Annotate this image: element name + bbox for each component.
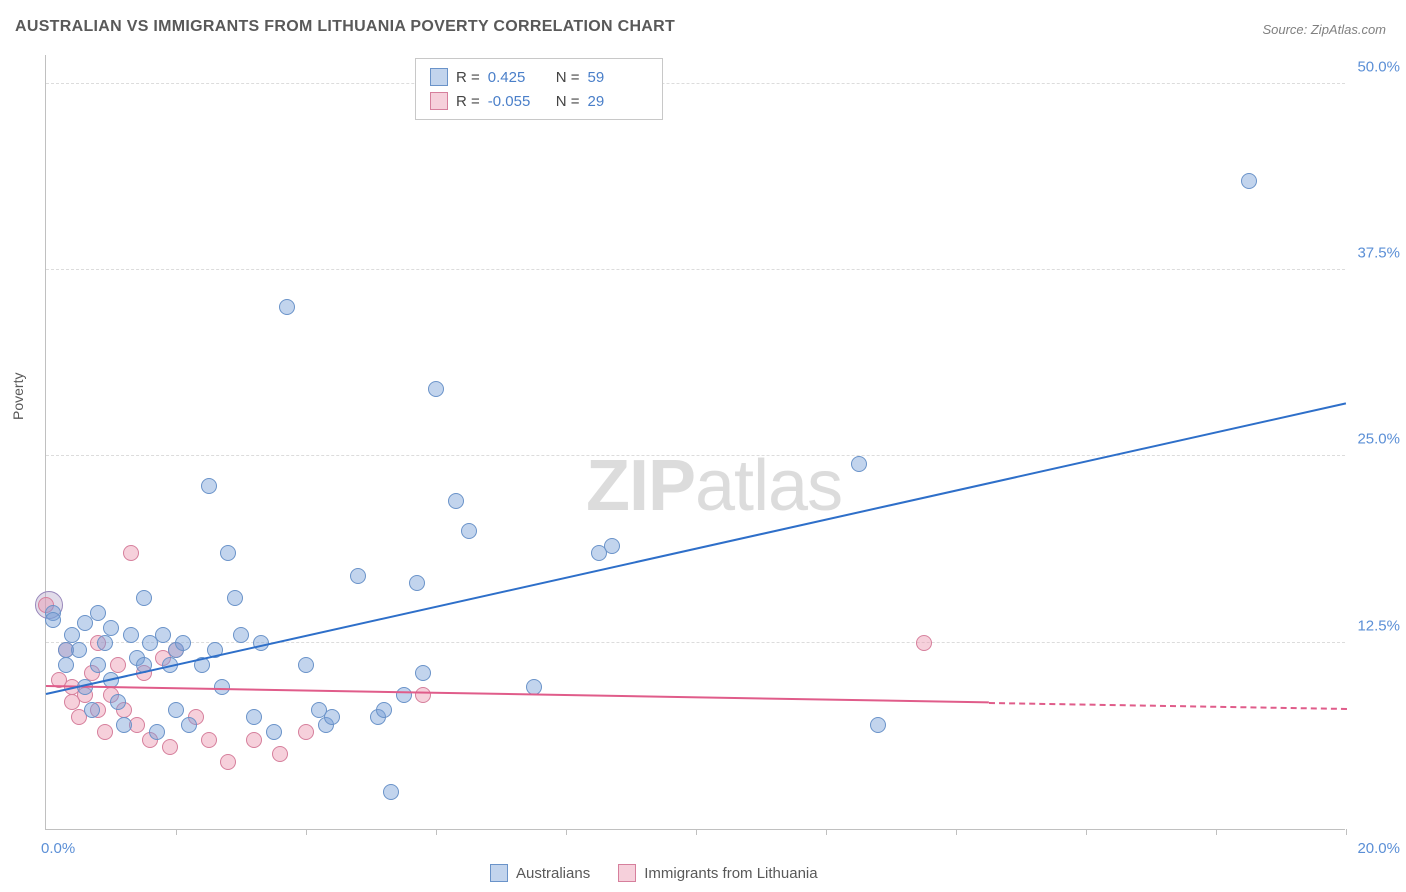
scatter-point	[103, 620, 119, 636]
scatter-point	[298, 657, 314, 673]
x-tick	[826, 829, 827, 835]
scatter-point	[90, 657, 106, 673]
scatter-point	[220, 545, 236, 561]
trend-line	[46, 402, 1346, 695]
trend-line	[988, 702, 1346, 710]
gridline	[46, 455, 1345, 456]
swatch-lithuania	[430, 92, 448, 110]
scatter-point	[58, 657, 74, 673]
scatter-point	[272, 746, 288, 762]
scatter-point	[110, 694, 126, 710]
legend-item-australians: Australians	[490, 864, 590, 882]
scatter-point	[415, 665, 431, 681]
scatter-point	[155, 627, 171, 643]
scatter-point	[168, 702, 184, 718]
legend-row-lithuania: R = -0.055 N = 29	[430, 89, 648, 113]
y-tick-label: 37.5%	[1357, 245, 1400, 262]
trend-line	[46, 685, 989, 703]
gridline	[46, 83, 1345, 84]
scatter-point	[266, 724, 282, 740]
scatter-point	[448, 493, 464, 509]
scatter-point	[246, 732, 262, 748]
x-tick	[306, 829, 307, 835]
scatter-point	[350, 568, 366, 584]
x-tick	[1086, 829, 1087, 835]
scatter-point	[1241, 173, 1257, 189]
legend-row-australians: R = 0.425 N = 59	[430, 65, 648, 89]
scatter-point	[110, 657, 126, 673]
scatter-point	[246, 709, 262, 725]
scatter-point	[604, 538, 620, 554]
scatter-point	[220, 754, 236, 770]
scatter-point	[428, 381, 444, 397]
source-attribution: Source: ZipAtlas.com	[1262, 22, 1386, 37]
scatter-point	[298, 724, 314, 740]
scatter-point	[116, 717, 132, 733]
scatter-point	[279, 299, 295, 315]
scatter-point	[201, 478, 217, 494]
gridline	[46, 269, 1345, 270]
x-axis-end-label: 20.0%	[1357, 840, 1400, 857]
scatter-point	[227, 590, 243, 606]
scatter-point	[123, 627, 139, 643]
x-tick	[1346, 829, 1347, 835]
scatter-point	[409, 575, 425, 591]
series-legend: Australians Immigrants from Lithuania	[490, 864, 818, 882]
scatter-point	[64, 627, 80, 643]
scatter-point	[415, 687, 431, 703]
scatter-point	[376, 702, 392, 718]
chart-plot-area: ZIPatlas 12.5%25.0%37.5%50.0%0.0%20.0%	[45, 55, 1345, 830]
scatter-point	[149, 724, 165, 740]
swatch-australians-bottom	[490, 864, 508, 882]
scatter-point	[870, 717, 886, 733]
x-tick	[566, 829, 567, 835]
scatter-point	[233, 627, 249, 643]
scatter-point	[162, 739, 178, 755]
scatter-point	[123, 545, 139, 561]
scatter-point	[84, 702, 100, 718]
scatter-point	[77, 615, 93, 631]
scatter-point	[136, 590, 152, 606]
scatter-point	[324, 709, 340, 725]
swatch-australians	[430, 68, 448, 86]
chart-title: AUSTRALIAN VS IMMIGRANTS FROM LITHUANIA …	[15, 18, 675, 36]
watermark: ZIPatlas	[586, 445, 842, 527]
y-tick-label: 12.5%	[1357, 617, 1400, 634]
y-axis-label: Poverty	[10, 373, 26, 420]
scatter-point	[461, 523, 477, 539]
x-tick	[956, 829, 957, 835]
scatter-point	[383, 784, 399, 800]
scatter-point	[175, 635, 191, 651]
y-tick-label: 25.0%	[1357, 431, 1400, 448]
swatch-lithuania-bottom	[618, 864, 636, 882]
scatter-point	[45, 612, 61, 628]
correlation-legend: R = 0.425 N = 59 R = -0.055 N = 29	[415, 58, 663, 120]
scatter-point	[916, 635, 932, 651]
scatter-point	[201, 732, 217, 748]
scatter-point	[396, 687, 412, 703]
x-tick	[436, 829, 437, 835]
x-tick	[176, 829, 177, 835]
scatter-point	[181, 717, 197, 733]
x-axis-start-label: 0.0%	[41, 840, 75, 857]
x-tick	[1216, 829, 1217, 835]
legend-item-lithuania: Immigrants from Lithuania	[618, 864, 817, 882]
scatter-point	[71, 642, 87, 658]
scatter-point	[97, 724, 113, 740]
scatter-point	[851, 456, 867, 472]
scatter-point	[90, 605, 106, 621]
y-tick-label: 50.0%	[1357, 58, 1400, 75]
scatter-point	[97, 635, 113, 651]
x-tick	[696, 829, 697, 835]
